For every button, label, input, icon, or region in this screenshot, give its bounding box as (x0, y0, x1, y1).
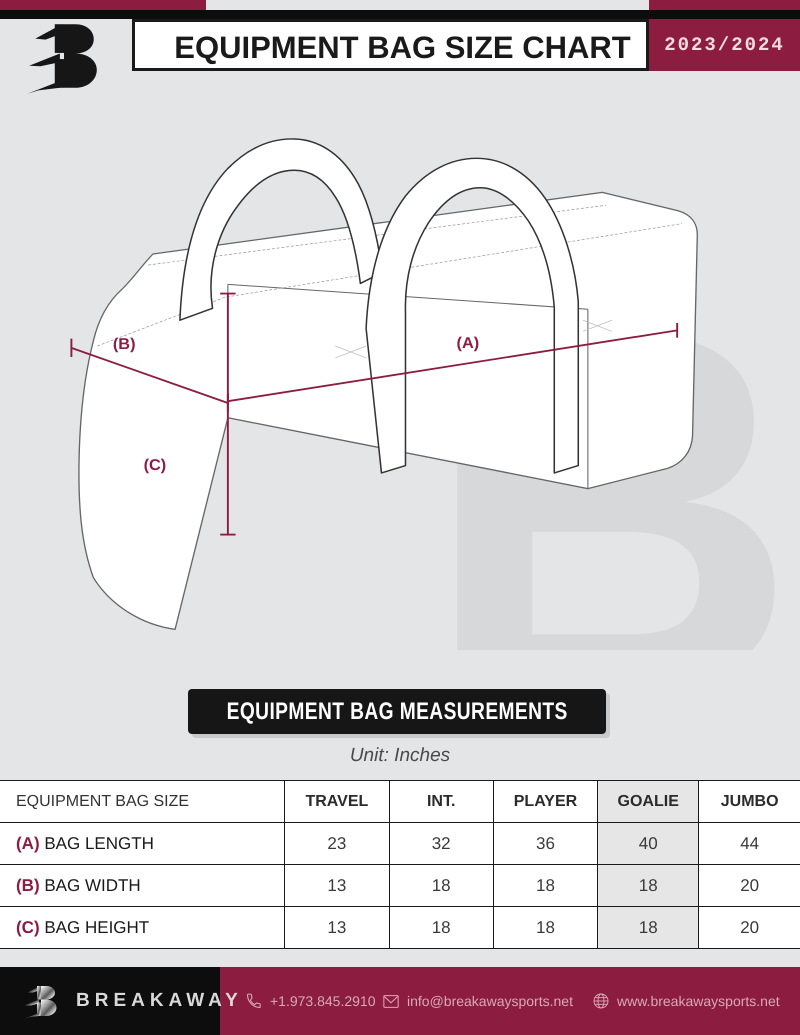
svg-text:(C): (C) (144, 456, 167, 473)
svg-text:(B): (B) (113, 335, 136, 352)
svg-text:(A): (A) (457, 334, 480, 351)
